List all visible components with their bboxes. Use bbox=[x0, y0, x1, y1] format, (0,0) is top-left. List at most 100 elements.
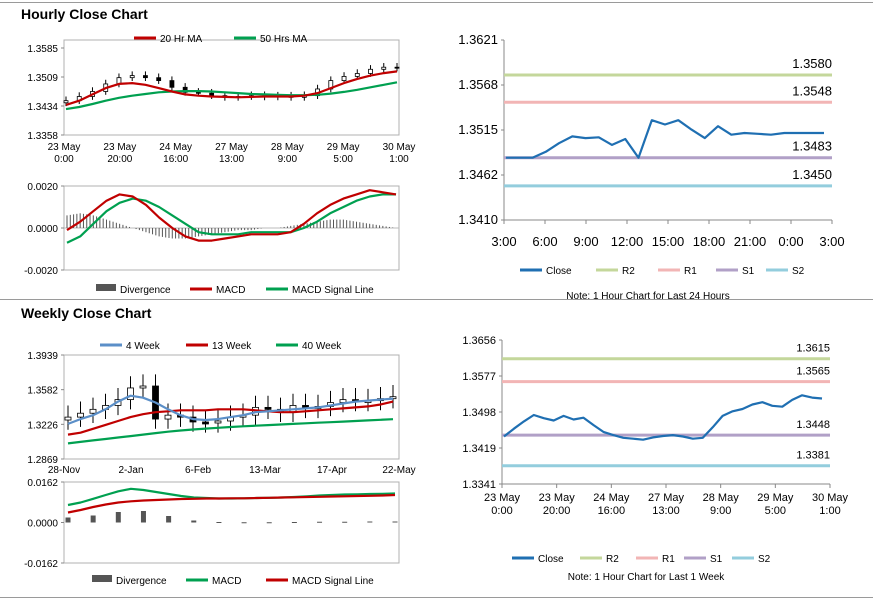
x-tick-label-date: 29 May bbox=[327, 142, 360, 153]
legend-r1: R1 bbox=[684, 266, 697, 277]
price-candle bbox=[63, 100, 69, 104]
level-label-r2: 1.3580 bbox=[792, 56, 832, 71]
divergence-bar bbox=[166, 516, 172, 523]
divergence-bar bbox=[367, 521, 373, 523]
price-candle bbox=[169, 80, 175, 88]
legend-s2: S2 bbox=[792, 266, 805, 277]
y-tick-label: 1.3585 bbox=[27, 44, 58, 55]
legend-s2: S2 bbox=[758, 554, 771, 565]
legend-40-week: 40 Week bbox=[302, 341, 342, 352]
legend-r2: R2 bbox=[622, 266, 635, 277]
x-tick-label-time: 0:00 bbox=[491, 505, 512, 517]
level-label-s1: 1.3448 bbox=[796, 419, 830, 431]
y-tick-label: 1.3621 bbox=[458, 32, 498, 47]
x-tick-label: 2-Jan bbox=[118, 465, 143, 476]
divergence-bar bbox=[90, 515, 96, 523]
y-tick-label: 1.3434 bbox=[27, 102, 58, 113]
y-tick-label: 1.2869 bbox=[27, 455, 58, 466]
y-tick-label: 1.3410 bbox=[458, 212, 498, 227]
legend-20hr-ma: 20 Hr MA bbox=[160, 34, 203, 45]
divergence-bar bbox=[392, 521, 398, 523]
x-tick-label: 6:00 bbox=[532, 234, 557, 249]
y-tick-label: 1.3939 bbox=[27, 351, 58, 362]
x-tick-label-date: 30 May bbox=[812, 492, 849, 504]
legend-4-week: 4 Week bbox=[126, 341, 161, 352]
price-candle bbox=[394, 66, 400, 69]
y-tick-label: 0.0000 bbox=[27, 519, 58, 530]
price-candle bbox=[77, 412, 84, 418]
x-tick-label-time: 5:00 bbox=[333, 154, 353, 165]
ma-50-line bbox=[65, 81, 398, 111]
x-tick-label-time: 13:00 bbox=[219, 154, 244, 165]
x-tick-label-date: 27 May bbox=[215, 142, 248, 153]
level-label-s2: 1.3381 bbox=[796, 450, 830, 462]
x-tick-label: 22-May bbox=[382, 465, 415, 476]
price-candle bbox=[64, 416, 72, 421]
price-candle bbox=[381, 66, 387, 70]
divergence-bar bbox=[65, 517, 71, 523]
divergence-bar bbox=[266, 522, 272, 524]
ma-13-week-line bbox=[67, 400, 394, 436]
y-tick-label: -0.0020 bbox=[24, 266, 58, 277]
x-tick-label-time: 0:00 bbox=[54, 154, 74, 165]
y-tick-label: 1.3419 bbox=[462, 443, 496, 455]
legend-r1: R1 bbox=[662, 554, 675, 565]
x-tick-label: 28-Nov bbox=[48, 465, 80, 476]
legend-close: Close bbox=[538, 554, 564, 565]
x-tick-label-date: 28 May bbox=[271, 142, 304, 153]
hourly-section-title: Hourly Close Chart bbox=[21, 6, 148, 22]
y-tick-label: 1.3582 bbox=[27, 386, 58, 397]
price-candle bbox=[156, 77, 162, 81]
weekly-section-title: Weekly Close Chart bbox=[21, 305, 152, 321]
x-tick-label: 15:00 bbox=[652, 234, 685, 249]
y-tick-label: 1.3341 bbox=[462, 479, 496, 491]
x-tick-label-time: 13:00 bbox=[652, 505, 680, 517]
x-tick-label: 0:00 bbox=[778, 234, 803, 249]
close-line bbox=[506, 119, 824, 159]
y-tick-label: 0.0020 bbox=[27, 182, 58, 193]
top-divider bbox=[0, 2, 873, 3]
x-tick-label: 3:00 bbox=[491, 234, 516, 249]
price-candle bbox=[127, 387, 134, 401]
hourly-price-frame bbox=[63, 39, 400, 136]
y-tick-label: 1.3498 bbox=[462, 407, 496, 419]
y-tick-label: 1.3656 bbox=[462, 335, 496, 347]
legend-macd-signal: MACD Signal Line bbox=[292, 576, 374, 587]
legend-50hr-ma: 50 Hrs MA bbox=[260, 34, 308, 45]
x-tick-label-date: 23 May bbox=[48, 142, 81, 153]
divergence-bar bbox=[191, 520, 197, 523]
x-tick-label: 6-Feb bbox=[185, 465, 212, 476]
divergence-bar bbox=[241, 522, 247, 524]
x-tick-label-time: 5:00 bbox=[765, 505, 786, 517]
bottom-divider bbox=[0, 597, 873, 598]
divergence-bar bbox=[140, 511, 146, 523]
middle-divider bbox=[0, 299, 873, 300]
legend-divergence: Divergence bbox=[120, 285, 171, 296]
x-tick-label: 12:00 bbox=[611, 234, 644, 249]
y-tick-label: 1.3577 bbox=[462, 371, 496, 383]
macd-line bbox=[66, 189, 397, 242]
price-candle bbox=[209, 92, 215, 97]
chart-note: Note: 1 Hour Chart for Last 1 Week bbox=[568, 572, 726, 583]
x-tick-label-time: 16:00 bbox=[598, 505, 626, 517]
x-tick-label: 13-Mar bbox=[249, 465, 281, 476]
x-tick-label-date: 23 May bbox=[103, 142, 136, 153]
price-candle bbox=[341, 76, 347, 81]
x-tick-label-date: 28 May bbox=[703, 492, 740, 504]
ma-20-line bbox=[65, 70, 398, 106]
y-tick-label: 1.3462 bbox=[458, 167, 498, 182]
legend-divergence-swatch bbox=[96, 284, 116, 291]
y-tick-label: -0.0162 bbox=[24, 559, 58, 570]
chart-note: Note: 1 Hour Chart for Last 24 Hours bbox=[566, 291, 729, 302]
x-tick-label: 3:00 bbox=[819, 234, 844, 249]
level-label-r1: 1.3548 bbox=[792, 83, 832, 98]
price-candle bbox=[368, 68, 373, 74]
x-tick-label-time: 1:00 bbox=[389, 154, 409, 165]
y-tick-label: 0.0000 bbox=[27, 224, 58, 235]
legend-divergence: Divergence bbox=[116, 576, 167, 587]
y-tick-label: 1.3568 bbox=[458, 77, 498, 92]
price-candle bbox=[195, 91, 201, 94]
divergence-bar bbox=[317, 521, 323, 523]
y-tick-label: 0.0162 bbox=[27, 478, 58, 489]
